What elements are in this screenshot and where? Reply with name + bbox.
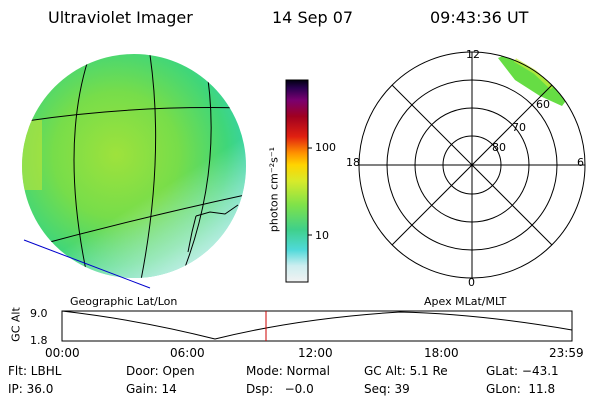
status-ip: IP: 36.0 bbox=[8, 382, 54, 396]
footprint-line bbox=[23, 239, 151, 289]
lat-label-60: 60 bbox=[536, 98, 550, 111]
status-filter: Flt: LBHL bbox=[8, 364, 62, 378]
time-tick-1800: 18:00 bbox=[424, 346, 459, 360]
status-door: Door: Open bbox=[126, 364, 195, 378]
lat-label-80: 80 bbox=[492, 141, 506, 154]
time-tick-1200: 12:00 bbox=[298, 346, 333, 360]
status-gain: Gain: 14 bbox=[126, 382, 177, 396]
time-tick-0000: 00:00 bbox=[45, 346, 80, 360]
lat-label-70: 70 bbox=[512, 121, 526, 134]
date-label: 14 Sep 07 bbox=[272, 8, 354, 27]
status-seq: Seq: 39 bbox=[364, 382, 410, 396]
status-dsp: Dsp: −0.0 bbox=[246, 382, 314, 396]
status-glat: GLat: −43.1 bbox=[486, 364, 559, 378]
altitude-ytick-min: 1.8 bbox=[30, 334, 48, 347]
mlt-label-12: 12 bbox=[466, 48, 480, 61]
mlt-label-18: 18 bbox=[346, 156, 360, 169]
colorbar-unit-label: photon cm⁻²s⁻¹ bbox=[267, 146, 281, 233]
color-bar bbox=[285, 79, 309, 283]
status-mode: Mode: Normal bbox=[246, 364, 330, 378]
mlt-label-6: 6 bbox=[577, 156, 584, 169]
altitude-curve bbox=[61, 310, 573, 340]
altitude-ytick-max: 9.0 bbox=[30, 307, 48, 320]
altitude-ylabel: GC Alt bbox=[9, 307, 23, 342]
status-glon: GLon: 11.8 bbox=[486, 382, 556, 396]
time-label: 09:43:36 UT bbox=[430, 8, 529, 27]
time-tick-0600: 06:00 bbox=[170, 346, 205, 360]
status-gc-alt: GC Alt: 5.1 Re bbox=[364, 364, 448, 378]
geo-grid bbox=[22, 54, 246, 278]
time-tick-2359: 23:59 bbox=[549, 346, 584, 360]
apex-panel-label: Apex MLat/MLT bbox=[424, 295, 507, 308]
earth-disk-image bbox=[22, 54, 246, 278]
geographic-panel-label: Geographic Lat/Lon bbox=[70, 295, 178, 308]
colorbar-tick-10: 10 bbox=[315, 229, 329, 242]
polar-plot bbox=[358, 51, 586, 279]
altitude-plot bbox=[61, 310, 573, 342]
colorbar-tick-100: 100 bbox=[315, 141, 336, 154]
instrument-title: Ultraviolet Imager bbox=[48, 8, 193, 27]
mlt-label-0: 0 bbox=[468, 276, 475, 289]
